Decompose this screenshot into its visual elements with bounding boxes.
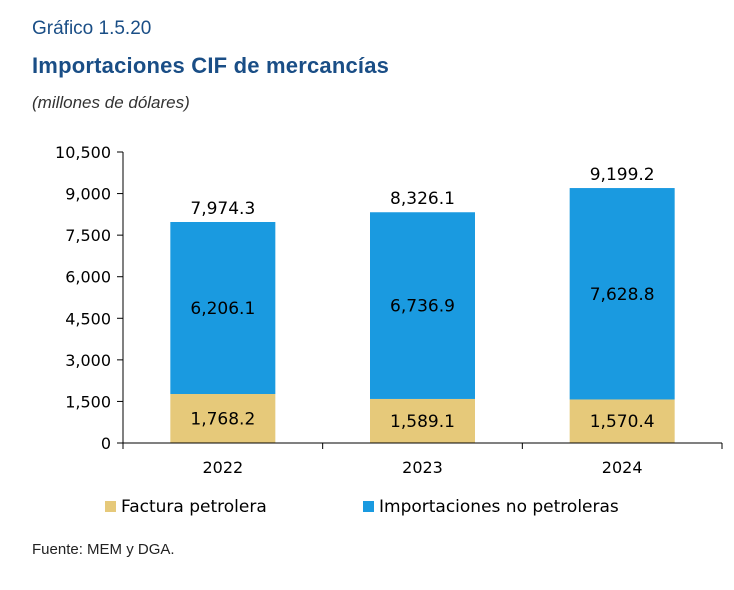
y-tick-label: 3,000	[65, 351, 111, 370]
data-label-petrolera-2023: 1,589.1	[390, 412, 455, 432]
data-label-no-petrolera-2023: 6,736.9	[390, 297, 455, 317]
bar-petrolera-2023	[370, 398, 475, 443]
legend-label-petrolera: Factura petrolera	[121, 497, 267, 517]
bar-petrolera-2022	[170, 393, 276, 443]
legend-swatch-no-petrolera	[363, 501, 374, 512]
total-label-2023: 8,326.1	[390, 189, 455, 209]
y-tick-label: 7,500	[65, 226, 111, 245]
x-tick-label-2022: 2022	[202, 458, 243, 477]
figure-number: Gráfico 1.5.20	[32, 18, 152, 39]
bar-no-petrolera-2024	[569, 188, 675, 400]
y-tick-label: 10,500	[55, 143, 111, 162]
legend-swatch-petrolera	[105, 501, 116, 512]
bar-no-petrolera-2023	[370, 212, 475, 399]
data-label-no-petrolera-2024: 7,628.8	[590, 285, 655, 305]
y-tick-label: 1,500	[65, 392, 111, 411]
legend-label-no-petrolera: Importaciones no petroleras	[379, 497, 619, 517]
y-tick-label: 9,000	[65, 185, 111, 204]
total-label-2022: 7,974.3	[190, 199, 255, 219]
chart-title: Importaciones CIF de mercancías	[32, 53, 390, 78]
bar-petrolera-2024	[569, 399, 675, 443]
data-label-petrolera-2022: 1,768.2	[190, 409, 255, 429]
y-tick-label: 4,500	[65, 309, 111, 328]
chart-subtitle: (millones de dólares)	[32, 93, 190, 112]
x-tick-label-2024: 2024	[602, 458, 643, 477]
total-label-2024: 9,199.2	[590, 165, 655, 185]
data-label-no-petrolera-2022: 6,206.1	[190, 299, 255, 319]
data-label-petrolera-2024: 1,570.4	[590, 412, 655, 432]
x-tick-label-2023: 2023	[402, 458, 443, 477]
source-note: Fuente: MEM y DGA.	[32, 541, 175, 558]
bar-no-petrolera-2022	[170, 221, 276, 394]
y-tick-label: 6,000	[65, 268, 111, 287]
y-tick-label: 0	[101, 434, 111, 453]
